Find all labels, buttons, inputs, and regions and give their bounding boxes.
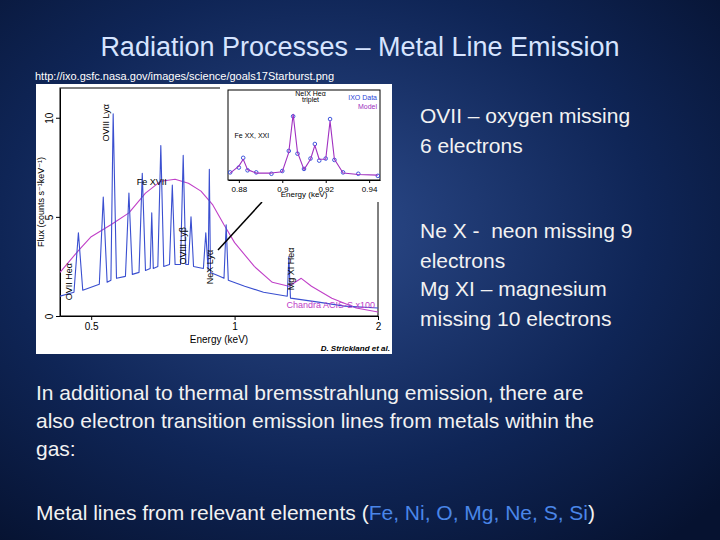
bullet-text: 6 electrons <box>420 134 523 157</box>
y-tick: 5 <box>44 214 60 220</box>
x-tick: 0.88 <box>232 180 248 194</box>
y-tick: 10 <box>44 112 60 124</box>
x-tick-label: 0.94 <box>362 185 378 194</box>
y-tick-mark <box>56 316 60 317</box>
closing-text: Metal lines from relevant elements ( <box>36 501 369 524</box>
source-url: http://ixo.gsfc.nasa.gov/images/science/… <box>35 70 334 82</box>
closing-line: Metal lines from relevant elements (Fe, … <box>36 501 595 524</box>
y-axis-title: Flux (counts s⁻¹keV⁻¹) <box>36 157 46 247</box>
closing-highlight: Fe, Ni, O, Mg, Ne, S, Si <box>369 501 588 524</box>
x-axis: 0.5 1 2 <box>61 316 382 332</box>
bullet-text: Mg XI – magnesium <box>420 277 607 300</box>
annotation: triplet <box>302 96 319 104</box>
x-axis-line <box>61 316 379 317</box>
pointer-line <box>218 202 262 250</box>
x-tick-mark <box>239 180 240 183</box>
x-tick-mark <box>369 180 370 183</box>
slide: Radiation Processes – Metal Line Emissio… <box>0 0 720 540</box>
plot-frame <box>228 90 380 180</box>
x-axis-line <box>229 180 381 181</box>
y-tick-mark <box>56 118 60 119</box>
x-tick: 0.5 <box>85 316 99 332</box>
image-panel <box>36 84 392 354</box>
data-point <box>328 117 332 121</box>
legend-entry: IXO Data <box>348 94 377 101</box>
x-tick-mark <box>282 180 283 183</box>
credit: D. Strickland et al. <box>321 344 390 353</box>
bullet-text: missing 10 electrons <box>420 307 611 330</box>
x-tick: 2 <box>376 316 382 332</box>
line-label: NeX Lyα <box>205 250 215 284</box>
legend-entry: Model <box>358 103 378 110</box>
y-tick-label: 10 <box>44 112 55 124</box>
line-label: OVIII Lyβ <box>178 227 188 264</box>
y-axis: 0 5 10 <box>44 89 61 320</box>
plot-marks <box>228 114 379 177</box>
x-tick: 0.94 <box>362 180 378 194</box>
annotation: Fe XVII <box>137 177 167 187</box>
y-tick: 0 <box>44 313 60 319</box>
x-tick-label: 1 <box>232 321 238 332</box>
paragraph-line: gas: <box>36 437 76 460</box>
x-tick-label: 0.5 <box>85 321 99 332</box>
y-axis-line <box>60 89 61 317</box>
chart-1: 0.880.90.920.94NeIX HeαtripletFe XX, XXI… <box>220 86 392 202</box>
y-tick-label: 0 <box>44 313 55 319</box>
x-tick-mark <box>326 180 327 183</box>
line-label: OVII Heα <box>64 263 74 300</box>
x-tick-mark <box>91 316 92 320</box>
series-line <box>230 114 378 175</box>
annotation: Fe XX, XXI <box>235 132 270 139</box>
slide-title: Radiation Processes – Metal Line Emissio… <box>100 32 619 62</box>
bullet-text: electrons <box>420 249 505 272</box>
background <box>0 0 720 540</box>
line-label: OVIII Lyα <box>101 104 111 141</box>
bullet-text: Ne X - neon missing 9 <box>420 219 632 242</box>
x-tick-mark <box>378 316 379 320</box>
y-tick-mark <box>56 217 60 218</box>
x-axis-title: Energy (keV) <box>281 190 328 199</box>
paragraph-line: In additional to thermal bremsstrahlung … <box>36 381 583 404</box>
x-tick-label: 2 <box>376 321 382 332</box>
bullet-text: OVII – oxygen missing <box>420 104 630 127</box>
line-label: Mg XI Heα <box>286 248 296 291</box>
x-axis-title: Energy (keV) <box>190 334 248 345</box>
legend-entry: Chandra ACIS-S x100 <box>286 300 375 310</box>
inset-background <box>220 86 392 202</box>
paragraph-line: also electron transition emission lines … <box>36 409 594 432</box>
x-tick-mark <box>235 316 236 320</box>
x-tick: 1 <box>232 316 238 332</box>
x-tick-label: 0.88 <box>232 185 248 194</box>
closing-text: ) <box>588 501 595 524</box>
